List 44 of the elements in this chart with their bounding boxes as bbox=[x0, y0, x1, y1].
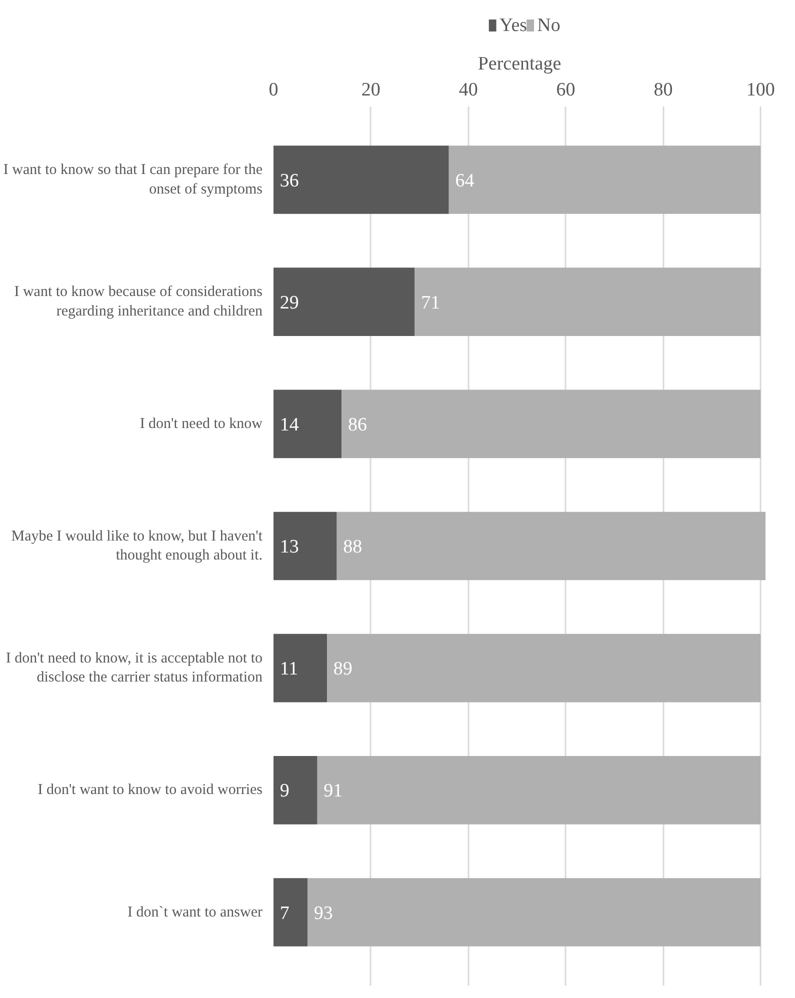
x-tick-label: 40 bbox=[458, 80, 478, 100]
data-label: 11 bbox=[280, 658, 298, 680]
bar bbox=[308, 878, 761, 946]
bar bbox=[448, 146, 761, 214]
y-tick-label: I want to know because of considerations regarding inheritance and children bbox=[14, 284, 263, 320]
bar bbox=[274, 268, 415, 336]
y-tick-label: Maybe I would like to know, but I haven't thought enough about it. bbox=[11, 528, 264, 564]
bar bbox=[336, 512, 766, 580]
data-label: 36 bbox=[280, 170, 299, 192]
data-label: 29 bbox=[280, 292, 299, 314]
y-tick-label: I want to know so that I can prepare for the onset of symptoms bbox=[3, 162, 263, 198]
x-tick-label: 80 bbox=[654, 80, 673, 100]
legend-label: No bbox=[537, 15, 560, 36]
data-label: 89 bbox=[333, 658, 352, 680]
bar bbox=[414, 268, 761, 336]
data-label: 14 bbox=[280, 414, 300, 436]
y-tick-label: I don't need to know, it is acceptable not to disclose the carrier status information bbox=[6, 650, 263, 686]
x-axis-title: Percentage bbox=[478, 54, 562, 74]
data-label: 71 bbox=[421, 292, 440, 314]
data-label: 7 bbox=[280, 902, 290, 924]
legend-label: Yes bbox=[499, 15, 528, 36]
y-tick-label: I don`t want to answer bbox=[128, 904, 263, 920]
data-label: 86 bbox=[348, 414, 368, 436]
data-label: 13 bbox=[280, 536, 299, 558]
bar bbox=[327, 634, 761, 702]
y-tick-label: I don't need to know bbox=[140, 416, 263, 432]
data-label: 64 bbox=[455, 170, 475, 192]
bar bbox=[274, 878, 308, 946]
x-tick-label: 0 bbox=[268, 80, 278, 100]
data-label: 91 bbox=[324, 780, 343, 802]
bar bbox=[317, 756, 761, 824]
data-label: 9 bbox=[280, 780, 290, 802]
bar bbox=[274, 756, 318, 824]
bar bbox=[274, 390, 342, 458]
bar bbox=[274, 512, 337, 580]
x-tick-label: 60 bbox=[556, 80, 576, 100]
bar bbox=[274, 634, 328, 702]
y-tick-label: I don't want to know to avoid worries bbox=[38, 782, 263, 798]
x-tick-label: 100 bbox=[746, 80, 775, 100]
x-tick-label: 20 bbox=[361, 80, 380, 100]
data-label: 93 bbox=[314, 902, 333, 924]
bar bbox=[342, 390, 761, 458]
bar bbox=[274, 146, 449, 214]
data-label: 88 bbox=[343, 536, 362, 558]
